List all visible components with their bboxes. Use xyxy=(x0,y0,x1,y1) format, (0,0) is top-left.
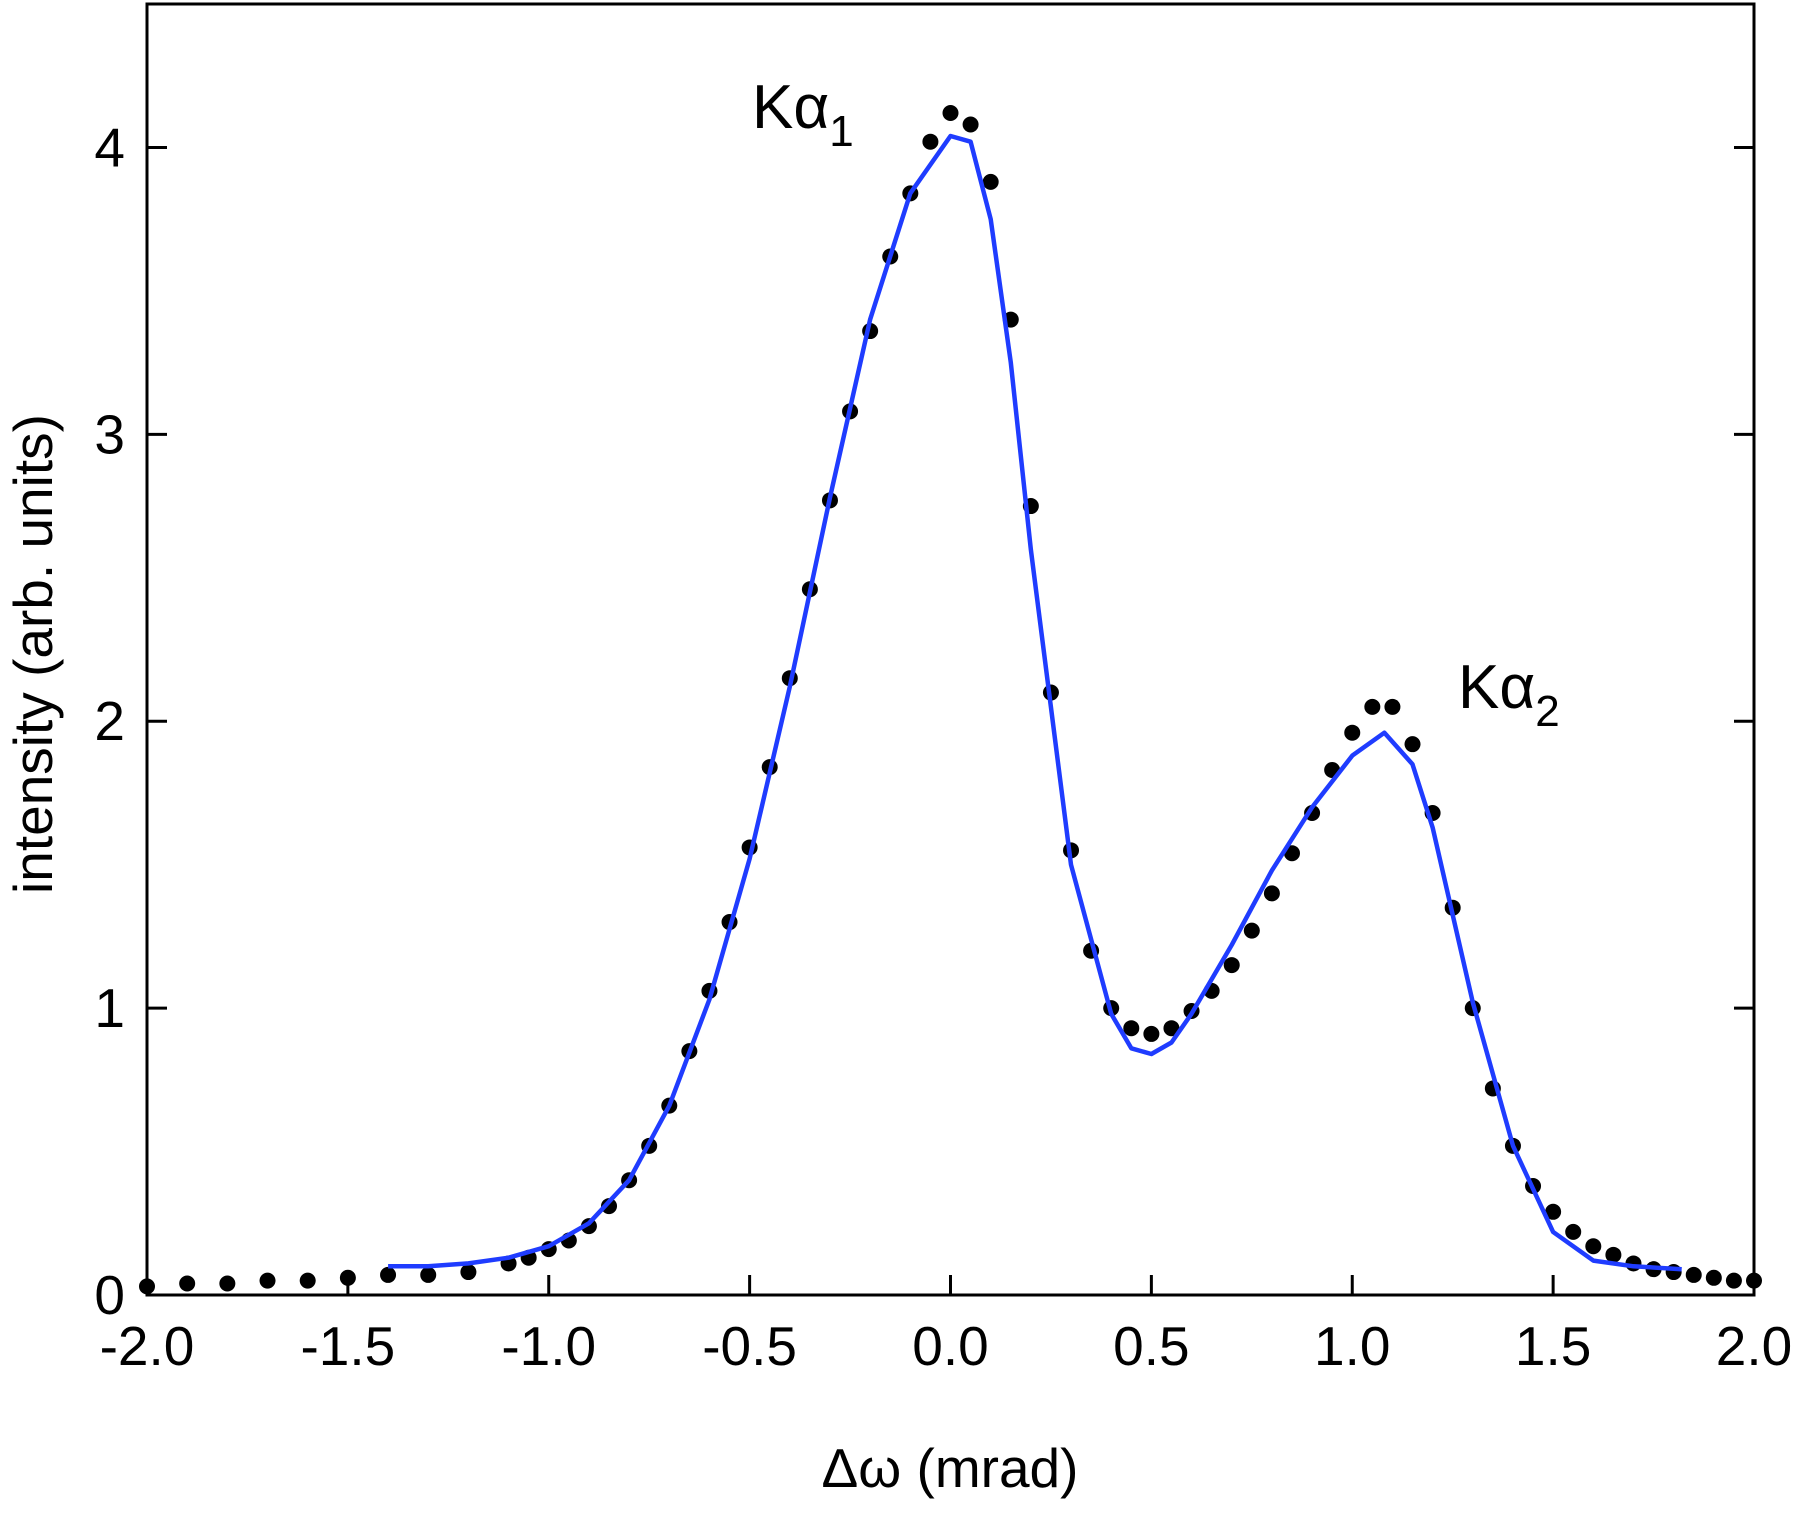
data-point xyxy=(1705,1269,1722,1286)
data-point xyxy=(1685,1266,1702,1283)
y-tick-label: 3 xyxy=(94,403,125,465)
x-tick-label: 1.5 xyxy=(1515,1315,1591,1377)
data-point xyxy=(179,1275,196,1292)
data-point xyxy=(962,116,979,133)
data-point xyxy=(1163,1020,1180,1037)
data-point xyxy=(1725,1272,1742,1289)
data-point xyxy=(1384,698,1401,715)
data-point xyxy=(460,1264,477,1281)
data-point xyxy=(1223,957,1240,974)
data-point xyxy=(339,1269,356,1286)
x-tick-label: 0.5 xyxy=(1113,1315,1189,1377)
data-point xyxy=(1605,1246,1622,1263)
x-tick-label: 0.0 xyxy=(912,1315,988,1377)
peak-label: Kα2 xyxy=(1458,653,1560,736)
x-tick-label: -1.0 xyxy=(501,1315,596,1377)
x-tick-label: -2.0 xyxy=(100,1315,195,1377)
data-point xyxy=(1746,1272,1762,1289)
data-point xyxy=(420,1266,437,1283)
data-point xyxy=(139,1278,155,1295)
peak-label: Kα1 xyxy=(752,73,854,156)
y-axis-label: intensity (arb. units) xyxy=(2,414,64,894)
y-tick-label: 1 xyxy=(94,977,125,1039)
y-tick-label: 2 xyxy=(94,690,125,752)
peak-label-subscript: 2 xyxy=(1535,687,1559,736)
y-tick-label: 0 xyxy=(94,1264,125,1326)
data-point xyxy=(1123,1020,1140,1037)
fit-line xyxy=(388,133,1682,1272)
data-point xyxy=(942,105,959,122)
data-point xyxy=(1565,1223,1582,1240)
data-point xyxy=(1344,724,1361,741)
data-point xyxy=(1143,1025,1160,1042)
peak-label-text: Kα xyxy=(752,73,829,142)
x-tick-label: -0.5 xyxy=(702,1315,797,1377)
data-point xyxy=(1364,698,1381,715)
data-point xyxy=(601,1198,618,1215)
data-point xyxy=(299,1272,316,1289)
data-point xyxy=(1545,1203,1562,1220)
data-point xyxy=(922,133,939,150)
peak-label-subscript: 1 xyxy=(829,107,853,156)
x-tick-label: 2.0 xyxy=(1716,1315,1792,1377)
data-point xyxy=(219,1275,236,1292)
peak-label-text: Kα xyxy=(1458,653,1535,722)
data-point xyxy=(380,1266,397,1283)
y-tick-label: 4 xyxy=(94,116,125,178)
data-point xyxy=(1585,1238,1602,1255)
x-tick-label: -1.5 xyxy=(300,1315,395,1377)
plot-frame xyxy=(145,2,1756,1297)
data-point xyxy=(982,173,999,190)
data-point xyxy=(1263,885,1280,902)
x-axis-label: Δω (mrad) xyxy=(822,1437,1079,1499)
data-point xyxy=(259,1272,276,1289)
data-point xyxy=(1404,736,1421,753)
data-point xyxy=(1243,922,1260,939)
x-tick-label: 1.0 xyxy=(1314,1315,1390,1377)
